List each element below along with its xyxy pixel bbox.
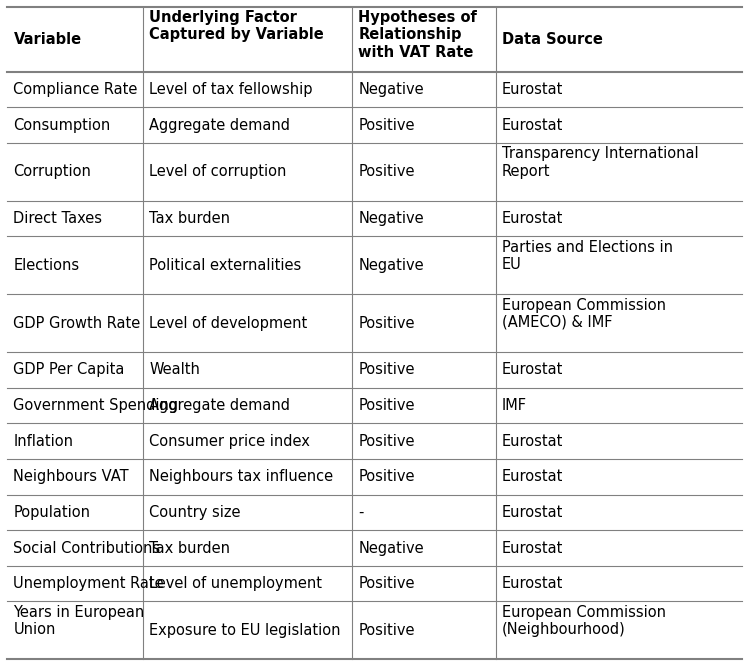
Text: Inflation: Inflation (13, 434, 73, 449)
Text: Eurostat: Eurostat (502, 434, 563, 449)
Text: Consumer price index: Consumer price index (149, 434, 310, 449)
Text: Years in European
Union: Years in European Union (13, 605, 145, 637)
Text: -: - (359, 505, 364, 520)
Text: Eurostat: Eurostat (502, 505, 563, 520)
Text: Social Contributions: Social Contributions (13, 541, 160, 555)
Text: Direct Taxes: Direct Taxes (13, 211, 103, 226)
Text: Neighbours tax influence: Neighbours tax influence (149, 470, 333, 484)
Text: Level of tax fellowship: Level of tax fellowship (149, 82, 313, 97)
Text: Variable: Variable (13, 32, 82, 47)
Text: Eurostat: Eurostat (502, 362, 563, 378)
Text: European Commission
(AMECO) & IMF: European Commission (AMECO) & IMF (502, 298, 666, 330)
Text: Exposure to EU legislation: Exposure to EU legislation (149, 623, 341, 638)
Text: Data Source: Data Source (502, 32, 602, 47)
Text: Eurostat: Eurostat (502, 470, 563, 484)
Text: Elections: Elections (13, 258, 79, 273)
Text: Eurostat: Eurostat (502, 82, 563, 97)
Text: IMF: IMF (502, 398, 527, 413)
Text: Neighbours VAT: Neighbours VAT (13, 470, 129, 484)
Text: Negative: Negative (359, 258, 424, 273)
Text: Eurostat: Eurostat (502, 541, 563, 555)
Text: European Commission
(Neighbourhood): European Commission (Neighbourhood) (502, 605, 666, 637)
Text: Tax burden: Tax burden (149, 541, 230, 555)
Text: Positive: Positive (359, 576, 415, 591)
Text: Underlying Factor
Captured by Variable: Underlying Factor Captured by Variable (149, 10, 324, 43)
Text: Positive: Positive (359, 362, 415, 378)
Text: Hypotheses of
Relationship
with VAT Rate: Hypotheses of Relationship with VAT Rate (359, 10, 477, 60)
Text: Unemployment Rate: Unemployment Rate (13, 576, 164, 591)
Text: Country size: Country size (149, 505, 240, 520)
Text: Negative: Negative (359, 541, 424, 555)
Text: GDP Per Capita: GDP Per Capita (13, 362, 125, 378)
Text: Positive: Positive (359, 118, 415, 133)
Text: Tax burden: Tax burden (149, 211, 230, 226)
Text: Positive: Positive (359, 470, 415, 484)
Text: Positive: Positive (359, 434, 415, 449)
Text: Level of corruption: Level of corruption (149, 165, 287, 179)
Text: GDP Growth Rate: GDP Growth Rate (13, 316, 141, 331)
Text: Aggregate demand: Aggregate demand (149, 118, 291, 133)
Text: Eurostat: Eurostat (502, 576, 563, 591)
Text: Level of unemployment: Level of unemployment (149, 576, 322, 591)
Text: Consumption: Consumption (13, 118, 111, 133)
Text: Transparency International
Report: Transparency International Report (502, 147, 698, 178)
Text: Negative: Negative (359, 82, 424, 97)
Text: Eurostat: Eurostat (502, 211, 563, 226)
Text: Political externalities: Political externalities (149, 258, 302, 273)
Text: Positive: Positive (359, 316, 415, 331)
Text: Parties and Elections in
EU: Parties and Elections in EU (502, 240, 673, 272)
Text: Positive: Positive (359, 623, 415, 638)
Text: Negative: Negative (359, 211, 424, 226)
Text: Population: Population (13, 505, 91, 520)
Text: Government Spending: Government Spending (13, 398, 178, 413)
Text: Positive: Positive (359, 398, 415, 413)
Text: Corruption: Corruption (13, 165, 91, 179)
Text: Level of development: Level of development (149, 316, 308, 331)
Text: Eurostat: Eurostat (502, 118, 563, 133)
Text: Compliance Rate: Compliance Rate (13, 82, 138, 97)
Text: Positive: Positive (359, 165, 415, 179)
Text: Aggregate demand: Aggregate demand (149, 398, 291, 413)
Text: Wealth: Wealth (149, 362, 200, 378)
